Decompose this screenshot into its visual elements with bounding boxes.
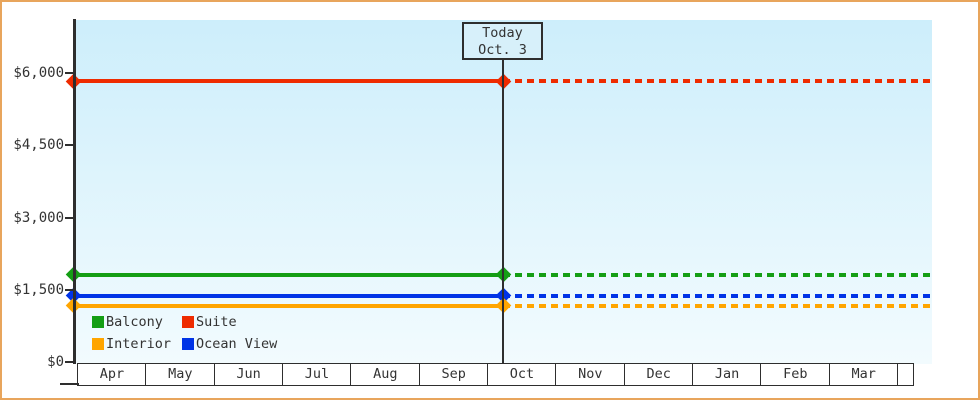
legend-item-balcony: Balcony [92, 311, 182, 333]
legend-item-ocean-view: Ocean View [182, 333, 277, 355]
month-cell-may: May [145, 363, 216, 386]
month-cell-jun: Jun [213, 363, 284, 386]
month-cell-jul: Jul [282, 363, 352, 386]
series-line-dashed-ocean-view [503, 293, 932, 298]
y-axis-tick-mark [65, 72, 74, 74]
y-axis-tick-mark [65, 216, 74, 219]
legend-label: Suite [196, 314, 237, 330]
legend-swatch [182, 338, 194, 350]
legend-swatch [92, 338, 104, 350]
y-axis-line [73, 19, 76, 364]
month-cell-sep: Sep [418, 363, 489, 386]
month-cell-aug: Aug [350, 363, 421, 386]
legend-swatch [92, 316, 104, 328]
y-axis-tick-label: $4,500 [13, 137, 64, 154]
month-cell-apr: Apr [77, 363, 147, 386]
series-line-dashed-interior [503, 303, 932, 308]
legend-item-interior: Interior [92, 333, 182, 355]
y-axis-tick-label: $0 [47, 354, 64, 370]
series-line-solid-balcony [74, 272, 503, 277]
month-cell-nov: Nov [555, 363, 626, 386]
y-axis-tick-label: $6,000 [13, 65, 64, 81]
month-cell-stub [897, 363, 915, 386]
series-line-dashed-balcony [503, 272, 932, 277]
series-line-solid-interior [74, 303, 503, 308]
month-cell-jan: Jan [692, 363, 762, 386]
series-line-solid-ocean-view [74, 293, 503, 298]
legend-swatch [182, 316, 194, 328]
x-axis-month-row: Apr May Jun Jul Aug Sep Oct Nov Dec Jan Feb Mar [77, 363, 915, 386]
today-date: Oct. 3 [478, 41, 527, 58]
legend-label: Ocean View [196, 336, 278, 352]
month-cell-oct: Oct [487, 363, 557, 386]
x-axis-foot-line [60, 383, 79, 385]
legend-label: Balcony [106, 314, 163, 330]
y-axis-tick-mark [65, 288, 74, 291]
today-marker-box: Today Oct. 3 [462, 22, 543, 60]
series-line-dashed-suite [503, 79, 932, 84]
series-line-solid-suite [74, 79, 503, 84]
legend-label: Interior [106, 336, 172, 352]
legend: Balcony Suite Interior Ocean View [92, 311, 277, 355]
series-layer [65, 20, 932, 364]
today-vertical-line [502, 59, 504, 364]
y-axis-tick-label: $1,500 [13, 281, 64, 298]
month-cell-mar: Mar [828, 363, 899, 386]
y-axis-tick-mark [65, 144, 74, 147]
month-cell-dec: Dec [623, 363, 694, 386]
y-axis-tick-label: $3,000 [13, 209, 64, 226]
y-axis-tick-mark [65, 361, 74, 363]
legend-item-suite: Suite [182, 311, 277, 333]
month-cell-feb: Feb [760, 363, 831, 386]
today-label: Today [482, 25, 523, 41]
